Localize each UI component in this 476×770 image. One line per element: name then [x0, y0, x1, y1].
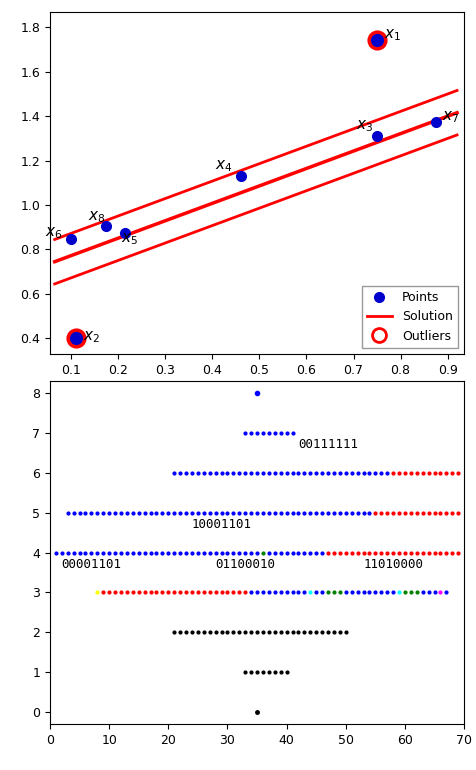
Text: $x_{4}$: $x_{4}$: [215, 159, 232, 174]
Text: $x_{5}$: $x_{5}$: [120, 232, 138, 247]
Text: $x_{6}$: $x_{6}$: [45, 226, 63, 241]
Text: $x_{2}$: $x_{2}$: [83, 330, 100, 345]
Text: 00001101: 00001101: [61, 557, 121, 571]
Text: $x_{1}$: $x_{1}$: [384, 27, 401, 43]
Text: 01100010: 01100010: [215, 557, 275, 571]
Text: $x_{7}$: $x_{7}$: [442, 109, 459, 126]
Text: $x_{3}$: $x_{3}$: [356, 119, 373, 134]
Text: 11010000: 11010000: [363, 557, 423, 571]
Text: 10001101: 10001101: [191, 517, 251, 531]
Legend: Points, Solution, Outliers: Points, Solution, Outliers: [362, 286, 458, 348]
Text: $x_{8}$: $x_{8}$: [88, 209, 105, 226]
Text: 00111111: 00111111: [298, 438, 358, 451]
